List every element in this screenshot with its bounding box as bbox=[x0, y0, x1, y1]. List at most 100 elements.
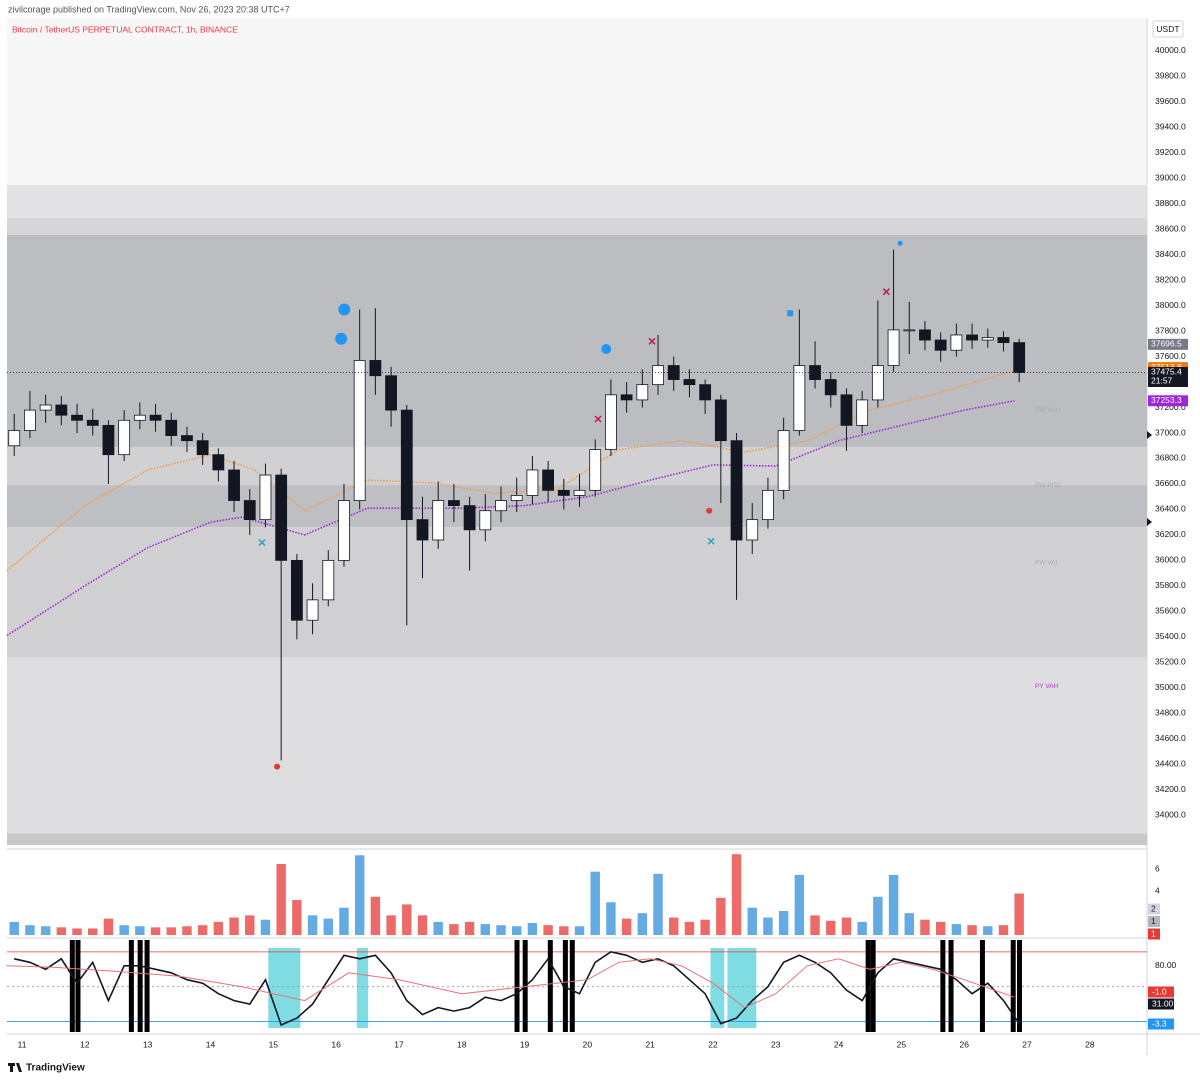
candle-body bbox=[887, 329, 900, 366]
signal-bar bbox=[940, 940, 946, 1032]
volume-bar bbox=[920, 919, 930, 935]
x-tick-label: 16 bbox=[331, 1039, 341, 1049]
candle-body bbox=[118, 419, 131, 456]
moving-average bbox=[6, 400, 1015, 637]
oscillator-zone bbox=[727, 948, 757, 1028]
signal-bar bbox=[137, 940, 143, 1032]
volume-bar bbox=[559, 926, 569, 935]
candle-body bbox=[934, 339, 947, 351]
volume-bar bbox=[841, 917, 852, 935]
candle-body bbox=[762, 489, 774, 521]
y-tick-label: 39800.0 bbox=[1155, 71, 1186, 81]
candle-body bbox=[919, 329, 931, 341]
footer: TradingView bbox=[26, 1063, 85, 1074]
candle-body bbox=[196, 440, 209, 456]
signal-bar bbox=[69, 940, 75, 1032]
oscillator-tick-label: 80.00 bbox=[1155, 960, 1177, 970]
moving-average bbox=[6, 369, 1015, 572]
volume-bar bbox=[590, 871, 600, 935]
volume-bar bbox=[354, 855, 365, 935]
y-tick-label: 37000.0 bbox=[1155, 427, 1186, 437]
signal-marker bbox=[601, 343, 612, 354]
y-tick-label: 38800.0 bbox=[1155, 198, 1186, 208]
volume-bar bbox=[637, 913, 648, 935]
candle-body bbox=[510, 495, 523, 501]
candle-body bbox=[228, 469, 240, 501]
signal-marker bbox=[787, 310, 794, 317]
oscillator-value: -3.3 bbox=[1152, 1018, 1167, 1028]
candle-body bbox=[55, 404, 68, 416]
oscillator-line bbox=[14, 950, 1020, 1027]
candle-body bbox=[71, 414, 83, 421]
volume-bar bbox=[40, 926, 51, 935]
oscillator-value: 31.00 bbox=[1152, 998, 1174, 1008]
y-tick-label: 38600.0 bbox=[1155, 224, 1186, 234]
candle-body bbox=[573, 489, 586, 496]
y-tick-label: 35600.0 bbox=[1155, 606, 1186, 616]
x-tick-label: 19 bbox=[520, 1039, 530, 1049]
signal-bar bbox=[75, 940, 81, 1032]
signal-bar bbox=[569, 940, 575, 1032]
price-label-box bbox=[1148, 338, 1188, 350]
candle-body bbox=[338, 500, 350, 561]
level-label: PW VAH bbox=[1035, 407, 1060, 414]
volume-bar bbox=[873, 896, 883, 935]
x-tick-label: 15 bbox=[269, 1039, 279, 1049]
volume-bar bbox=[888, 874, 899, 935]
candle-body bbox=[416, 519, 429, 541]
volume-bar bbox=[417, 915, 428, 935]
volume-bar bbox=[747, 907, 757, 935]
oscillator-value-box bbox=[1148, 986, 1174, 998]
candle-body bbox=[243, 500, 256, 521]
x-tick-label: 27 bbox=[1022, 1039, 1032, 1049]
signal-bar bbox=[948, 940, 954, 1032]
y-tick-label: 37200.0 bbox=[1155, 402, 1186, 412]
signal-bar bbox=[870, 940, 876, 1032]
candle-body bbox=[463, 505, 476, 531]
candle-body bbox=[275, 474, 288, 561]
y-tick-label: 36600.0 bbox=[1155, 478, 1186, 488]
candle-body bbox=[840, 394, 853, 426]
volume-bar bbox=[794, 874, 805, 935]
volume-bar bbox=[182, 926, 192, 935]
x-tick-label: 25 bbox=[897, 1039, 907, 1049]
volume-bar bbox=[245, 915, 255, 935]
candle-body bbox=[526, 469, 539, 496]
x-tick-label: 23 bbox=[771, 1039, 781, 1049]
y-tick-label: 37800.0 bbox=[1155, 325, 1186, 335]
currency-box bbox=[1152, 20, 1184, 38]
signal-marker bbox=[882, 288, 890, 296]
candle-body bbox=[793, 365, 806, 431]
candle-body bbox=[259, 474, 272, 521]
y-tick-label: 34000.0 bbox=[1155, 809, 1186, 819]
signal-marker bbox=[335, 332, 348, 345]
x-tick-label: 14 bbox=[206, 1039, 216, 1049]
candle-body bbox=[605, 394, 617, 450]
candle-body bbox=[589, 449, 602, 491]
signal-marker bbox=[648, 337, 656, 345]
y-tick-label: 38200.0 bbox=[1155, 274, 1186, 284]
volume-bar bbox=[967, 925, 977, 935]
volume-bar bbox=[951, 924, 962, 935]
y-tick-label: 36200.0 bbox=[1155, 529, 1186, 539]
oscillator-zone bbox=[268, 948, 301, 1028]
candle-body bbox=[385, 375, 397, 411]
volume-bar bbox=[135, 926, 145, 935]
candle-body bbox=[432, 500, 445, 541]
volume-bar bbox=[621, 918, 632, 935]
candle-body bbox=[966, 334, 978, 341]
price-zone bbox=[7, 527, 1147, 658]
volume-bar bbox=[669, 917, 679, 935]
volume-bar bbox=[260, 919, 271, 935]
signal-marker bbox=[258, 539, 266, 547]
volume-bar bbox=[9, 921, 19, 935]
chart-title: Bitcoin / TetherUS PERPETUAL CONTRACT, 1… bbox=[12, 24, 238, 34]
x-tick-label: 24 bbox=[834, 1039, 844, 1049]
volume-bar bbox=[983, 926, 993, 935]
y-tick-label: 38000.0 bbox=[1155, 300, 1186, 310]
candle-body bbox=[149, 414, 162, 421]
candle-body bbox=[730, 440, 743, 541]
signal-bar bbox=[547, 940, 553, 1032]
candle-body bbox=[369, 360, 382, 377]
volume-bar bbox=[904, 913, 914, 935]
